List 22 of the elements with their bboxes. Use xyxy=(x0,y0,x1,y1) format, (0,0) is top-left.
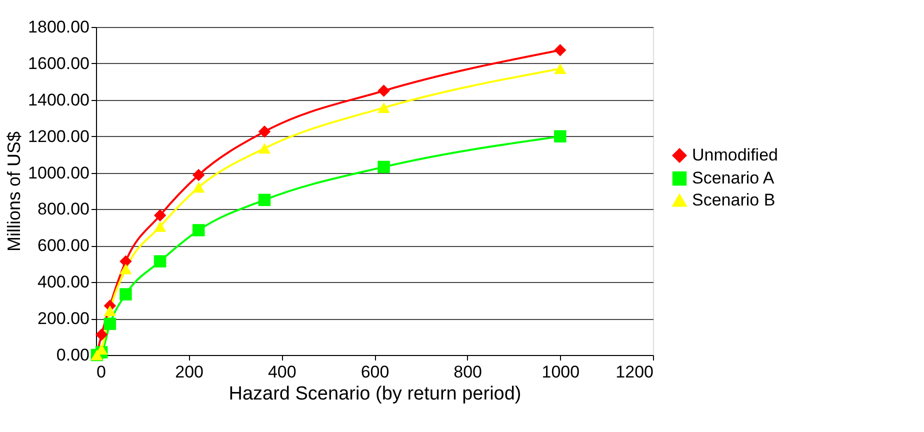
y-axis-title: Millions of US$ xyxy=(4,131,24,252)
x-tick-label: 0 xyxy=(96,362,106,382)
y-tick-label: 1000.00 xyxy=(28,163,90,182)
legend-label: Unmodified xyxy=(692,146,778,164)
x-tick-label: 1000 xyxy=(542,362,580,382)
y-tick-label: 800.00 xyxy=(38,200,90,219)
y-tick-label: 200.00 xyxy=(38,309,90,328)
y-tick-label: 1200.00 xyxy=(28,126,90,146)
x-tick-label: 600 xyxy=(360,362,390,382)
x-axis-title: Hazard Scenario (by return period) xyxy=(228,384,522,404)
legend-label: Scenario A xyxy=(692,168,775,188)
y-tick-label: 0.00 xyxy=(56,346,90,364)
x-tick-label: 400 xyxy=(268,362,296,382)
x-tick-label: 200 xyxy=(175,362,204,382)
y-tick-label: 1800.00 xyxy=(28,18,90,36)
y-tick-label: 1600.00 xyxy=(28,54,90,73)
y-tick-label: 600.00 xyxy=(38,236,90,256)
y-tick-label: 400.00 xyxy=(38,272,90,292)
legend-label: Scenario B xyxy=(692,190,776,210)
x-tick-label: 800 xyxy=(454,362,482,382)
x-tick-label: 1200 xyxy=(616,362,654,382)
y-tick-label: 1400.00 xyxy=(28,90,90,110)
